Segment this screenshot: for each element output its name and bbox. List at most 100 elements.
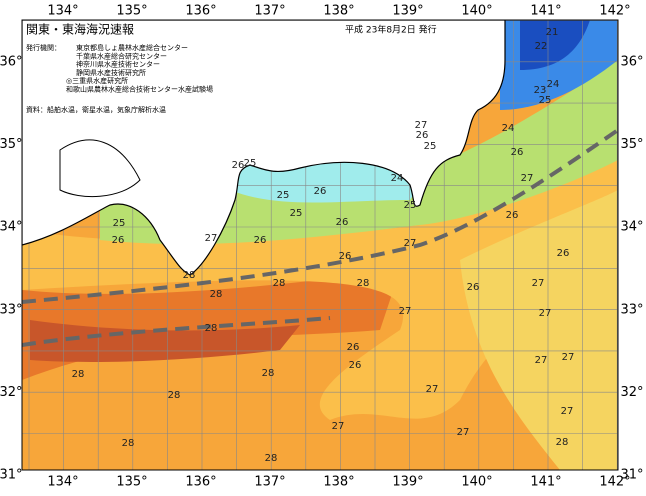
longitude-label: 141° — [530, 475, 561, 490]
issuer: 静岡県水産技術研究所 — [76, 68, 146, 77]
latitude-label: 34° — [620, 220, 643, 235]
temperature-label: 25 — [424, 141, 437, 152]
longitude-label: 140° — [461, 4, 492, 19]
frame — [21, 19, 619, 471]
temperature-label: 26 — [557, 248, 570, 259]
temperature-label: 27 — [561, 406, 574, 417]
temperature-label: 27 — [415, 120, 428, 131]
temperature-label: 25 — [113, 218, 126, 229]
latitude-label: 36° — [0, 55, 23, 70]
temperature-label: 28 — [122, 438, 135, 449]
longitude-label: 139° — [392, 475, 423, 490]
temperature-label: 23 — [534, 85, 547, 96]
longitude-label: 138° — [323, 475, 354, 490]
issuer: 東京都島しょ農林水産総合センター — [76, 43, 188, 52]
temperature-label: 26 — [467, 282, 480, 293]
temperature-label: 28 — [265, 453, 278, 464]
temperature-label: 27 — [562, 352, 575, 363]
temperature-label: 26 — [314, 186, 327, 197]
temperature-label: 25 — [539, 95, 552, 106]
longitude-label: 134° — [47, 4, 78, 19]
island — [59, 139, 141, 198]
temperature-label: 26 — [339, 251, 352, 262]
temperature-label: 27 — [426, 384, 439, 395]
longitude-label: 139° — [392, 4, 423, 19]
temperature-label: 26 — [416, 130, 429, 141]
axes: 134° 134° 135° 135° 136° 136° 137° 137° 138° 138°… — [0, 4, 644, 490]
latitude-label: 32° — [0, 385, 23, 400]
temperature-label: 25 — [290, 208, 303, 219]
temperature-label: 21 — [546, 27, 559, 38]
temperature-label: 27 — [332, 421, 345, 432]
latitude-label: 34° — [0, 220, 23, 235]
issuer: ◎三重県水産研究所 — [66, 76, 128, 85]
source: 資料：船舶水温，衛星水温，気象庁解析水温 — [26, 105, 166, 114]
longitude-label: 142° — [599, 4, 630, 19]
issue-date: 平成 23年8月2日 発行 — [345, 24, 437, 36]
temperature-label: 28 — [262, 368, 275, 379]
temperature-label: 26 — [506, 210, 519, 221]
latitude-label: 33° — [620, 302, 643, 317]
temperature-label: 25 — [277, 190, 290, 201]
longitude-label: 135° — [116, 4, 147, 19]
temperature-label: 26 — [336, 217, 349, 228]
temperature-label: 27 — [535, 355, 548, 366]
longitude-label: 135° — [116, 475, 147, 490]
sea-coldest — [520, 20, 590, 70]
longitude-label: 137° — [254, 4, 285, 19]
longitude-label: 140° — [461, 475, 492, 490]
temperature-label: 26 — [254, 235, 267, 246]
temperature-label: 26 — [511, 147, 524, 158]
kuroshio-axis-south — [22, 316, 331, 347]
temperature-label: 26 — [349, 360, 362, 371]
land — [22, 20, 506, 276]
hot-core — [30, 320, 300, 362]
temperature-label: 27 — [539, 308, 552, 319]
temperature-label: 27 — [521, 173, 534, 184]
issuer: 和歌山県農林水産総合技術センター水産試験場 — [66, 85, 213, 94]
sea-mild — [22, 120, 618, 420]
kuroshio-axis — [22, 128, 618, 304]
temperature-label: 27 — [457, 427, 470, 438]
latitude-label: 35° — [620, 137, 643, 152]
longitude-label: 136° — [185, 475, 216, 490]
issuers: 東京都島しょ農林水産総合センター千葉県水産総合研究センター神奈川県水産技術センタ… — [66, 43, 213, 94]
issuer: 神奈川県水産技術センター — [76, 60, 160, 69]
temperature-label: 28 — [168, 390, 181, 401]
temperature-label: 28 — [205, 323, 218, 334]
longitude-label: 141° — [530, 4, 561, 19]
latitude-label: 35° — [0, 137, 23, 152]
temperature-label: 22 — [535, 41, 548, 52]
issuer-heading: 発行機関： — [26, 43, 61, 52]
temperature-label: 26 — [232, 160, 245, 171]
latitude-label: 36° — [620, 55, 643, 70]
longitude-label: 136° — [185, 4, 216, 19]
temperature-label: 24 — [391, 173, 404, 184]
temperature-label: 28 — [357, 278, 370, 289]
latitude-label: 32° — [620, 385, 643, 400]
longitude-label: 138° — [323, 4, 354, 19]
temperature-label: 26 — [347, 342, 360, 353]
temperature-label: 27 — [532, 278, 545, 289]
temperature-label: 28 — [273, 278, 286, 289]
temperature-label: 27 — [399, 306, 412, 317]
issuer: 千葉県水産総合研究センター — [76, 51, 167, 60]
latitude-label: 31° — [0, 468, 23, 483]
title: 関東・東海海況速報 — [26, 22, 134, 37]
longitude-label: 142° — [599, 475, 630, 490]
longitude-label: 134° — [47, 475, 78, 490]
latitude-label: 33° — [0, 302, 23, 317]
temperature-label: 28 — [183, 270, 196, 281]
sea-cool — [460, 190, 618, 470]
temperature-label: 28 — [72, 369, 85, 380]
temperature-label: 28 — [210, 289, 223, 300]
latitude-label: 31° — [620, 468, 643, 483]
temperature-label: 27 — [205, 233, 218, 244]
temperature-label: 28 — [556, 437, 569, 448]
temperature-label: 27 — [404, 238, 417, 249]
temperature-label: 26 — [112, 235, 125, 246]
temperature-label: 25 — [244, 158, 257, 169]
temperature-label: 25 — [404, 200, 417, 211]
